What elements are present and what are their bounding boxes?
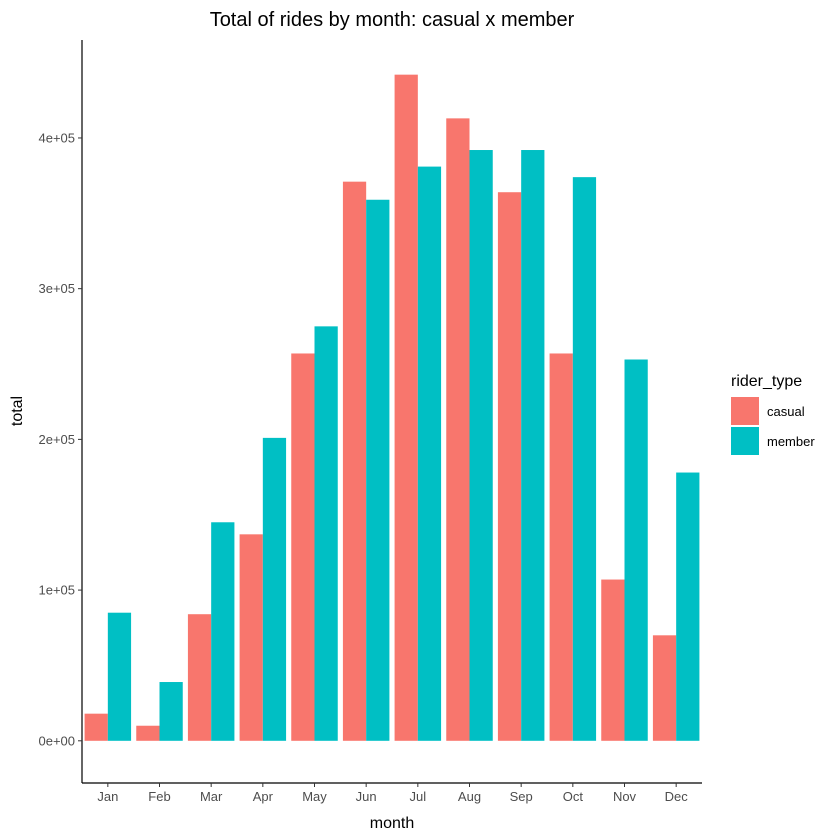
y-axis-title: total (9, 396, 26, 426)
y-tick-label: 3e+05 (38, 281, 75, 296)
bar-member-dec (676, 472, 700, 741)
bar-casual-oct (549, 353, 573, 741)
x-tick-label-apr: Apr (253, 789, 274, 804)
bar-casual-aug (446, 118, 470, 741)
bar-member-aug (469, 150, 493, 741)
legend: rider_type casual member (731, 373, 815, 455)
x-tick-label-feb: Feb (148, 789, 170, 804)
x-tick-label-jan: Jan (97, 789, 118, 804)
bar-casual-jan (84, 713, 108, 741)
y-tick-label: 1e+05 (38, 583, 75, 598)
bar-member-apr (262, 437, 287, 741)
bar-member-may (314, 326, 338, 741)
x-tick-label-sep: Sep (510, 789, 533, 804)
bar-casual-jun (342, 181, 367, 741)
bar-casual-mar (187, 614, 212, 741)
legend-label-casual: casual (767, 404, 805, 419)
y-tick-label: 0e+00 (38, 733, 75, 748)
x-tick-label-aug: Aug (458, 789, 481, 804)
chart-title: Total of rides by month: casual x member (210, 9, 575, 31)
y-ticks-group: 0e+00 1e+05 2e+05 3e+05 4e+05 (38, 130, 82, 748)
x-tick-label-jul: Jul (410, 789, 427, 804)
bar-member-sep (521, 150, 545, 741)
x-tick-label-oct: Oct (563, 789, 584, 804)
x-tick-label-may: May (302, 789, 327, 804)
bar-casual-feb (136, 725, 160, 741)
x-tick-label-nov: Nov (613, 789, 637, 804)
bar-casual-nov (601, 579, 625, 741)
legend-key-member (731, 427, 759, 455)
bar-member-oct (572, 177, 597, 741)
bar-member-jun (366, 199, 390, 741)
bar-casual-sep (497, 192, 522, 741)
x-ticks-group: Jan Feb Mar Apr May Jun Jul Aug Sep Oct Nov Dec (97, 783, 688, 804)
bar-member-nov (624, 359, 648, 741)
x-tick-label-jun: Jun (356, 789, 377, 804)
bar-member-jan (107, 612, 132, 741)
y-tick-label: 4e+05 (38, 130, 75, 145)
x-axis-title: month (370, 815, 414, 832)
bar-casual-apr (239, 534, 263, 741)
legend-key-casual (731, 397, 759, 425)
bar-casual-jul (394, 74, 418, 741)
legend-title: rider_type (731, 373, 802, 390)
bar-member-jul (417, 166, 442, 741)
x-tick-label-mar: Mar (200, 789, 223, 804)
bar-casual-dec (652, 635, 677, 741)
x-tick-label-dec: Dec (665, 789, 689, 804)
bar-member-mar (211, 522, 235, 741)
y-tick-label: 2e+05 (38, 432, 75, 447)
bar-casual-may (291, 353, 315, 741)
bars-group (84, 74, 700, 741)
legend-label-member: member (767, 434, 815, 449)
bar-member-feb (159, 682, 183, 741)
